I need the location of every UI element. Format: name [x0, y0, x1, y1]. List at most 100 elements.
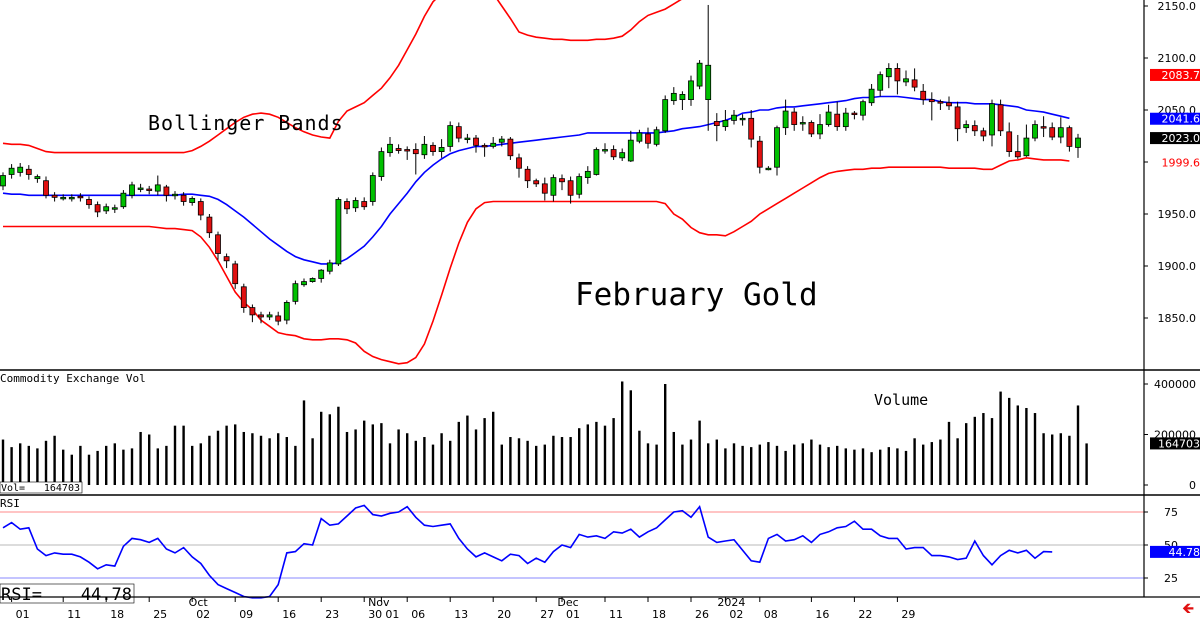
volume-bar	[199, 443, 202, 485]
volume-bar	[707, 443, 710, 485]
volume-bar	[646, 443, 650, 485]
candle-body	[352, 200, 359, 209]
volume-bar	[165, 445, 168, 485]
volume-bar	[698, 420, 701, 485]
candle-body	[189, 197, 196, 203]
volume-bar	[973, 416, 976, 485]
volume-bar	[1042, 433, 1045, 485]
lower-band-last-badge-box	[1150, 156, 1200, 169]
volume-series-label: Commodity Exchange Vol	[0, 372, 146, 385]
candle-body	[1049, 127, 1056, 138]
volume-bar	[655, 444, 658, 485]
volume-bar	[173, 425, 177, 485]
candle	[1057, 117, 1064, 144]
candle	[77, 193, 84, 202]
volume-bar	[836, 445, 839, 485]
volume-bar	[758, 444, 761, 485]
candle	[283, 300, 290, 325]
candle	[111, 204, 118, 213]
middle-band-last-badge-box	[1150, 112, 1200, 125]
candle	[1040, 116, 1047, 138]
candle	[404, 146, 411, 160]
candle	[318, 269, 325, 283]
candle	[266, 311, 273, 321]
candle	[369, 172, 376, 206]
date-tick-label: 16	[815, 608, 829, 619]
candle-body	[481, 144, 488, 148]
candle-body	[447, 125, 454, 147]
candle-body	[946, 102, 952, 107]
candle-body	[748, 117, 755, 140]
volume-bar	[1051, 434, 1054, 485]
candle-body	[94, 204, 101, 213]
candle-body	[559, 178, 565, 183]
candle-body	[739, 117, 746, 121]
candle-body	[645, 133, 651, 144]
candle-body	[842, 112, 849, 128]
candle-body	[593, 149, 600, 175]
volume-bar	[1068, 435, 1071, 485]
candle-body	[1075, 137, 1081, 148]
volume-bar	[1025, 407, 1028, 485]
volume-bar	[526, 440, 529, 485]
candle-body	[507, 138, 514, 157]
month-label: Dec	[557, 596, 578, 609]
candle	[387, 137, 393, 157]
volume-bar	[53, 435, 56, 485]
candle	[920, 84, 927, 105]
candle	[688, 75, 694, 106]
date-tick-label: 27	[540, 608, 554, 619]
candle-body	[834, 113, 841, 128]
candle-body	[163, 186, 170, 196]
date-tick-label: 18	[652, 608, 666, 619]
volume-bar	[302, 400, 306, 485]
candle	[739, 114, 746, 126]
candle-body	[17, 166, 24, 173]
volume-bar	[810, 439, 813, 485]
candle-body	[51, 194, 58, 198]
candle	[335, 197, 342, 266]
volume-bar	[122, 449, 125, 485]
volume-bar	[285, 437, 288, 485]
candle-body	[731, 114, 737, 121]
candle	[490, 137, 497, 149]
candle	[163, 184, 170, 202]
volume-bar	[569, 437, 572, 485]
date-tick-label: 08	[764, 608, 778, 619]
volume-bar	[277, 433, 280, 485]
candle-body	[971, 125, 978, 132]
candle-body	[688, 80, 694, 100]
candle	[533, 178, 540, 187]
candle	[817, 114, 823, 140]
candle	[421, 136, 428, 159]
candle-body	[464, 137, 471, 140]
candle-body	[455, 126, 462, 139]
candle-body	[111, 207, 118, 210]
candle-body	[679, 94, 686, 101]
volume-bar	[939, 439, 942, 485]
candle	[292, 280, 299, 305]
close-last-badge: 2023.0	[1162, 132, 1200, 145]
candle-body	[1014, 151, 1021, 158]
candle-body	[1032, 124, 1038, 139]
scroll-back-arrow-icon[interactable]: 🡸	[1182, 599, 1195, 617]
candle-body	[103, 206, 110, 212]
volume-bar	[965, 423, 968, 485]
volume-bar	[775, 445, 779, 485]
candle-body	[877, 74, 884, 91]
date-tick-label: 01	[566, 608, 580, 619]
candle	[567, 176, 574, 204]
candle	[868, 84, 875, 106]
candle	[791, 107, 798, 131]
volume-bar	[982, 413, 985, 485]
volume-bar	[724, 448, 727, 485]
candle-body	[283, 301, 290, 321]
candle-body	[670, 92, 677, 102]
candle	[541, 177, 548, 201]
candle	[679, 91, 686, 110]
volume-bar	[380, 423, 383, 485]
candle	[395, 144, 402, 154]
candle	[172, 191, 178, 200]
candle	[0, 172, 6, 191]
volume-bar	[414, 440, 417, 485]
